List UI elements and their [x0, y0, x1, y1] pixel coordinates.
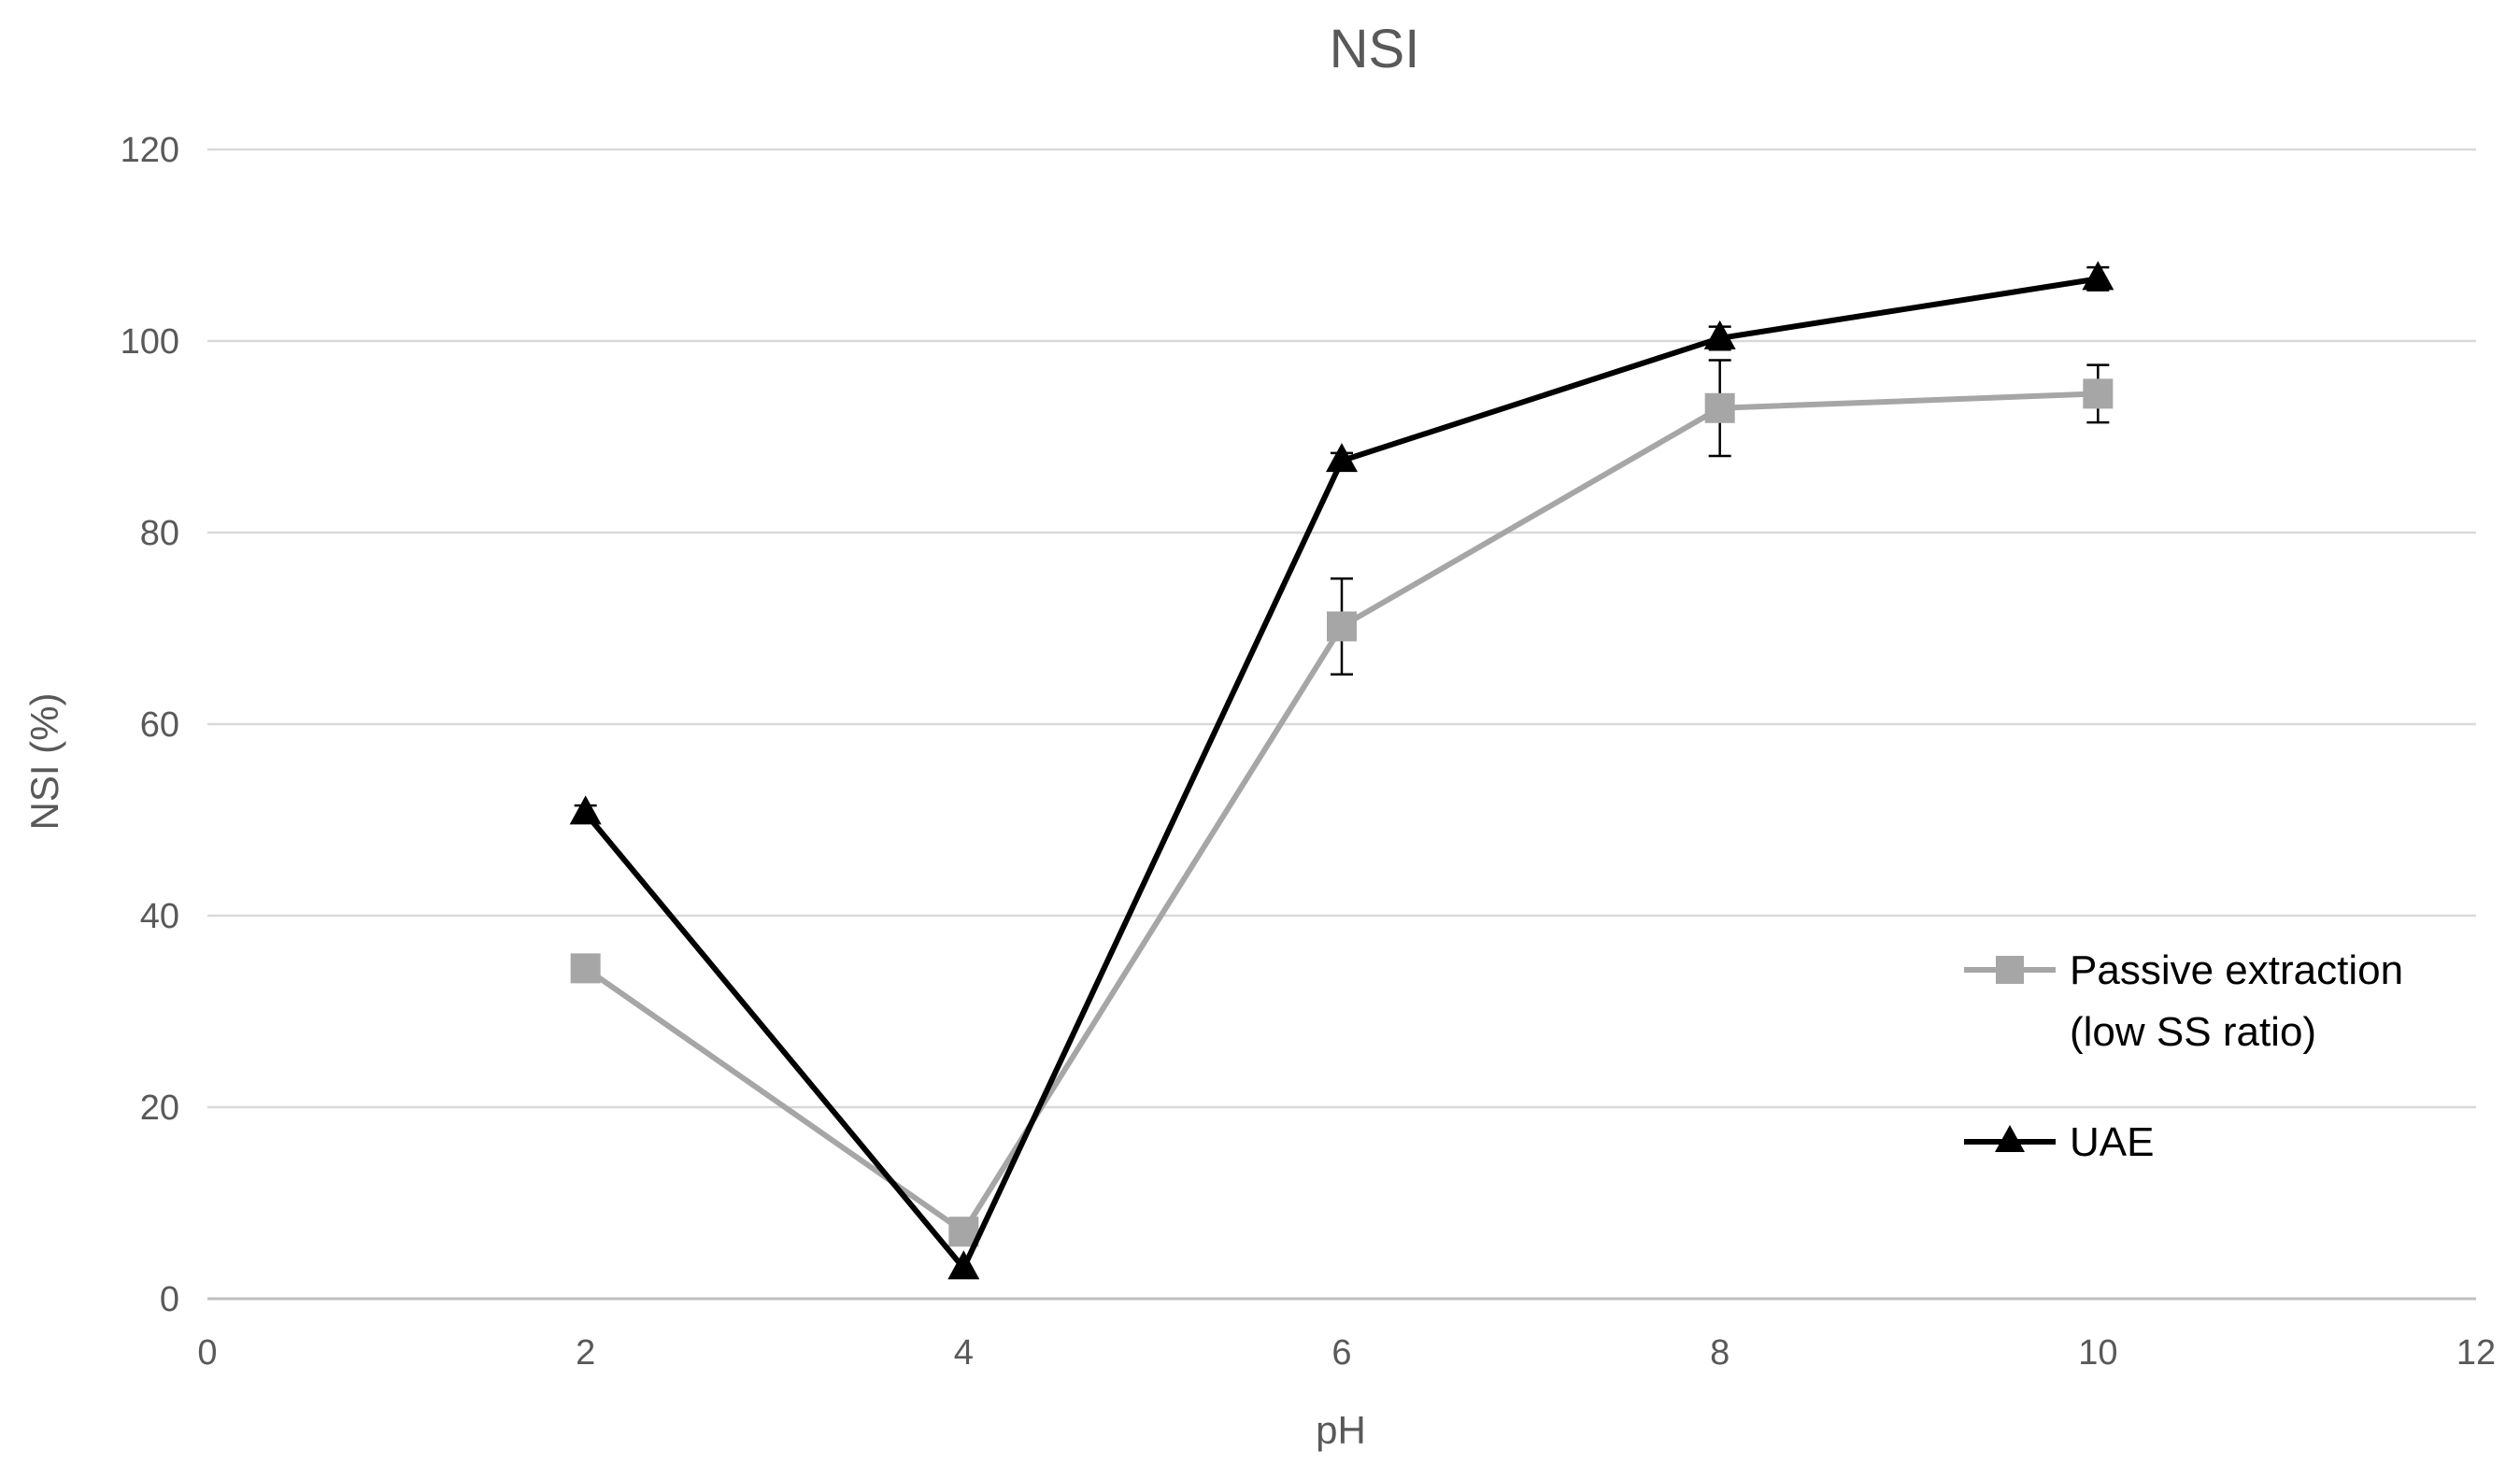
x-tick-label: 10: [2078, 1333, 2117, 1373]
legend-marker-triangle: [1995, 1125, 2025, 1152]
series-1: [570, 359, 2114, 1247]
legend-label: UAE: [2070, 1119, 2154, 1165]
x-tick-label: 8: [1710, 1333, 1730, 1373]
data-series: [569, 261, 2114, 1280]
legend-item-1: Passive extraction (low SS ratio): [1964, 947, 2403, 1055]
y-tick-label: 100: [121, 322, 179, 362]
x-tick-label: 0: [197, 1333, 217, 1373]
y-axis-title: NSI (%): [22, 693, 66, 831]
data-point-square: [1327, 611, 1357, 642]
y-tick-label: 40: [140, 897, 179, 936]
y-tick-label: 80: [140, 514, 179, 553]
legend-label: Passive extraction: [2070, 947, 2403, 993]
data-point-triangle: [947, 1250, 980, 1280]
x-tick-label: 2: [576, 1333, 595, 1373]
x-axis-title: pH: [1316, 1408, 1366, 1452]
x-tick-label: 4: [954, 1333, 974, 1373]
series-line: [583, 276, 2099, 1272]
data-point-triangle: [569, 795, 602, 825]
x-tick-label: 12: [2456, 1333, 2496, 1373]
data-point-square: [1704, 392, 1735, 423]
data-point-triangle: [2082, 261, 2114, 291]
legend-label: (low SS ratio): [2070, 1009, 2316, 1055]
data-point-square: [570, 953, 601, 984]
legend: Passive extraction (low SS ratio) UAE: [1964, 947, 2403, 1165]
y-tick-label: 20: [140, 1089, 179, 1128]
series-2: [569, 261, 2114, 1280]
chart-title: NSI: [1330, 19, 1420, 79]
data-point-triangle: [1326, 443, 1358, 473]
data-point-square: [2083, 378, 2114, 409]
axes: 0 20 40 60 80 100 120 0 2 4 6 8 10 12: [121, 131, 2497, 1373]
legend-marker-square: [1996, 956, 2024, 984]
y-tick-label: 0: [160, 1280, 179, 1319]
legend-item-2: UAE: [1964, 1119, 2154, 1165]
x-tick-label: 6: [1331, 1333, 1351, 1373]
y-tick-label: 60: [140, 705, 179, 745]
y-tick-label: 120: [121, 131, 179, 170]
data-point-triangle: [1703, 320, 1736, 349]
series-line: [583, 391, 2099, 1235]
gridlines: [207, 148, 2476, 1109]
